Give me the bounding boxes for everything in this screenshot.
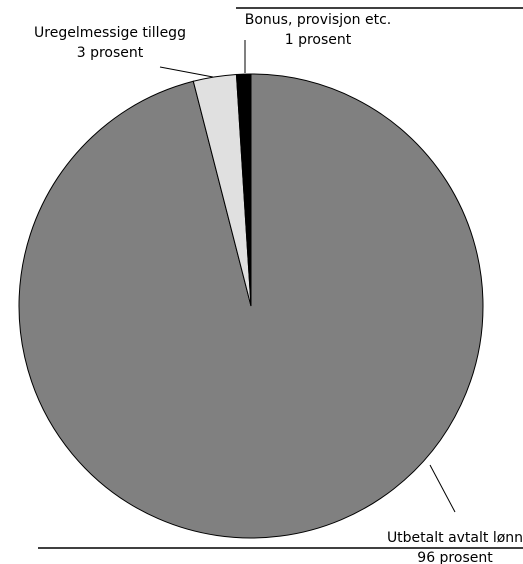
slice-value-label: 96 prosent (417, 550, 493, 564)
slice-value-label: 1 prosent (285, 32, 352, 48)
slice-label: Uregelmessige tillegg (34, 25, 186, 41)
slice-label: Utbetalt avtalt lønn (387, 530, 523, 546)
pie-slice (235, 73, 252, 307)
leader-line (159, 66, 214, 78)
slice-value-label: 3 prosent (77, 45, 144, 61)
leader-line (429, 464, 456, 513)
slice-label: Bonus, provisjon etc. (245, 12, 392, 28)
